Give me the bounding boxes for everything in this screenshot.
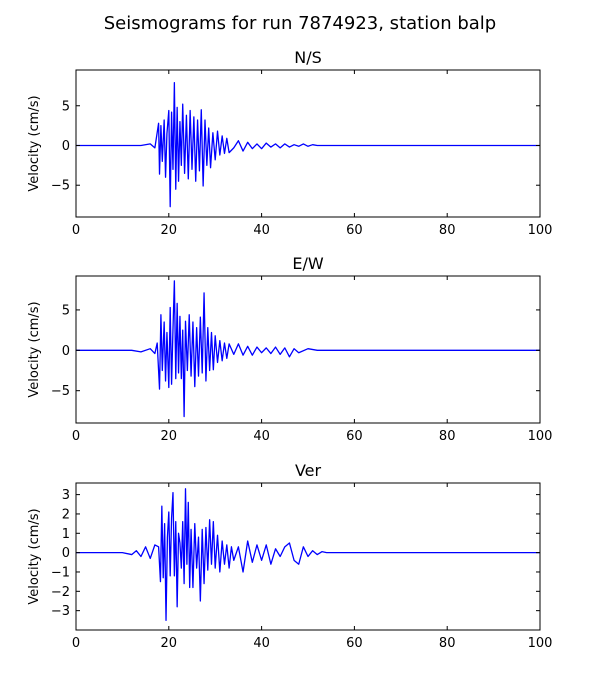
y-tick-label-ew: 5 bbox=[62, 303, 70, 318]
chart-panel-ew: E/W 0 20 40 60 80 100 −5 0 5 Velocity (cm/s) bbox=[27, 254, 552, 444]
x-tick-label-ver: 80 bbox=[439, 636, 456, 651]
y-tick-label-ew: −5 bbox=[51, 384, 70, 399]
y-tick-label-ew: 0 bbox=[62, 344, 70, 359]
chart-title-ew: E/W bbox=[292, 254, 324, 273]
y-tick-label-ver: 0 bbox=[62, 546, 70, 561]
y-tick-label-ver: −3 bbox=[51, 604, 70, 619]
plot-frame-ew bbox=[75, 275, 541, 424]
x-tick-label-ns: 0 bbox=[72, 223, 80, 238]
chart-title-ns: N/S bbox=[294, 48, 322, 67]
y-tick-label-ns: −5 bbox=[51, 179, 70, 194]
y-axis-label-ver: Velocity (cm/s) bbox=[27, 508, 42, 604]
chart-panel-ver: Ver 0 20 40 60 80 100 −3 −2 −1 0 1 2 3 Velocity (cm/s) bbox=[27, 461, 552, 651]
x-tick-label-ew: 80 bbox=[439, 429, 456, 444]
y-axis-label-ew: Velocity (cm/s) bbox=[27, 301, 42, 397]
y-tick-label-ns: 5 bbox=[62, 99, 70, 114]
series-line-ver bbox=[76, 488, 540, 621]
x-tick-label-ver: 40 bbox=[253, 636, 270, 651]
x-tick-label-ver: 0 bbox=[72, 636, 80, 651]
series-line-ew bbox=[76, 280, 540, 418]
y-tick-label-ver: 1 bbox=[62, 527, 70, 542]
x-tick-label-ns: 20 bbox=[161, 223, 178, 238]
y-tick-label-ver: −2 bbox=[51, 585, 70, 600]
y-tick-label-ver: 3 bbox=[62, 488, 70, 503]
x-tick-label-ew: 40 bbox=[253, 429, 270, 444]
x-tick-label-ver: 60 bbox=[346, 636, 363, 651]
x-tick-label-ew: 0 bbox=[72, 429, 80, 444]
chart-title-ver: Ver bbox=[295, 461, 322, 480]
chart-panel-ns: N/S 0 20 40 60 80 100 −5 0 5 Velocity (cm/s) bbox=[27, 48, 552, 238]
series-line-ns bbox=[76, 82, 540, 208]
x-tick-label-ns: 100 bbox=[528, 223, 553, 238]
y-axis-label-ns: Velocity (cm/s) bbox=[27, 95, 42, 191]
x-tick-label-ew: 60 bbox=[346, 429, 363, 444]
figure-title: Seismograms for run 7874923, station bal… bbox=[104, 13, 496, 34]
y-tick-label-ver: −1 bbox=[51, 565, 70, 580]
y-tick-label-ver: 2 bbox=[62, 507, 70, 522]
x-tick-label-ns: 60 bbox=[346, 223, 363, 238]
x-tick-label-ver: 100 bbox=[528, 636, 553, 651]
x-tick-label-ew: 20 bbox=[161, 429, 178, 444]
plot-frame-ns bbox=[75, 69, 541, 218]
y-tick-label-ns: 0 bbox=[62, 139, 70, 154]
x-tick-label-ns: 40 bbox=[253, 223, 270, 238]
x-tick-label-ew: 100 bbox=[528, 429, 553, 444]
plot-frame-ver bbox=[75, 482, 541, 631]
x-tick-label-ver: 20 bbox=[161, 636, 178, 651]
x-tick-label-ns: 80 bbox=[439, 223, 456, 238]
